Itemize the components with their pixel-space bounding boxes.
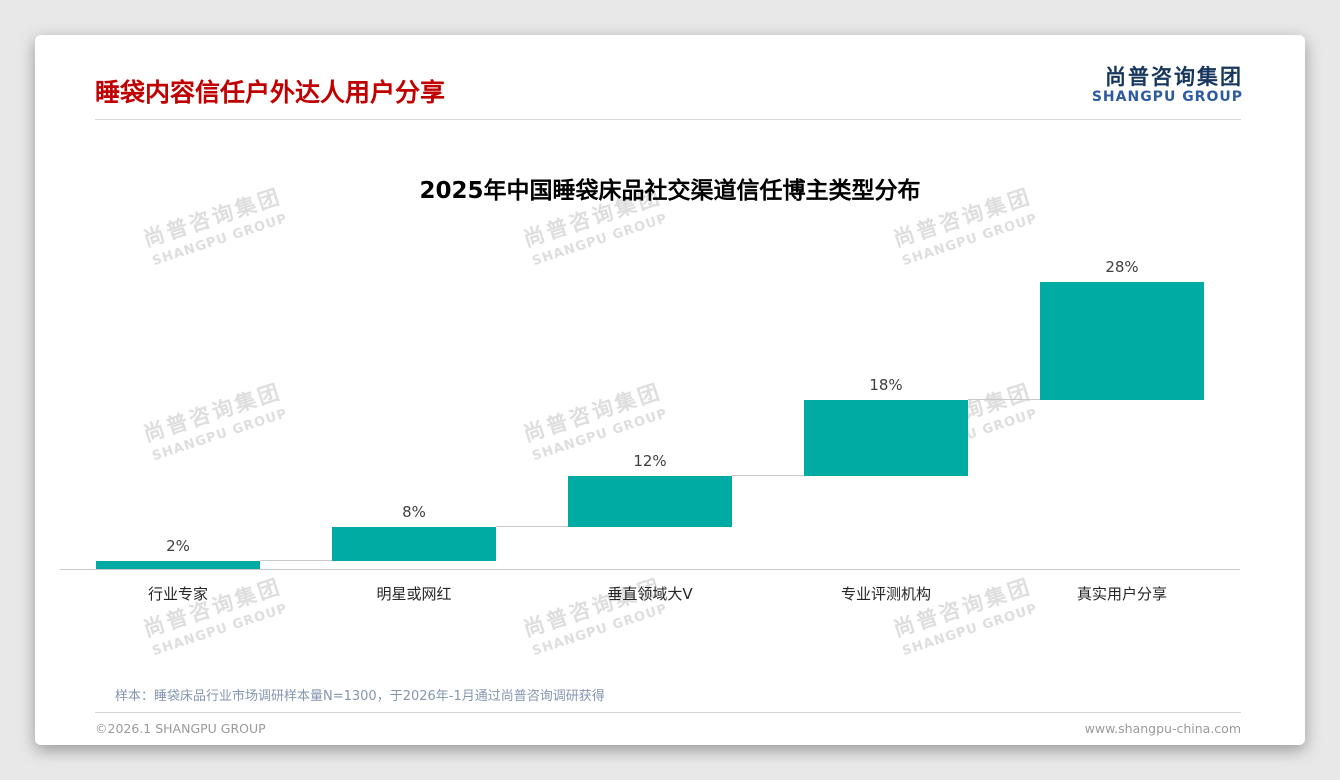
category-label: 明星或网红 [376,585,452,603]
bar-明星或网红 [332,526,496,561]
step-connector-line [968,399,1040,401]
brand-logo-cn: 尚普咨询集团 [1105,65,1243,89]
category-label: 专业评测机构 [840,585,931,603]
bar-value-label: 28% [1105,258,1139,276]
category-label: 真实用户分享 [1076,585,1167,603]
bar-垂直领域大V [568,476,732,527]
category-label: 行业专家 [147,585,208,603]
step-connector-line [496,525,568,527]
sample-note: 样本：睡袋床品行业市场调研样本量N=1300，于2026年-1月通过尚普咨询调研… [115,689,605,704]
plot-area: 2% 8% 12% 18% 28% [60,250,1240,570]
brand-logo: 尚普咨询集团 SHANGPU GROUP [1092,65,1243,105]
bar-value-label: 2% [166,536,190,555]
step-connector-line [260,559,332,561]
header-divider [95,119,1241,120]
bar-专业评测机构 [804,400,968,477]
footer-copyright: ©2026.1 SHANGPU GROUP [95,721,266,736]
bar-value-label: 12% [633,452,667,471]
report-card: 尚普咨询集团 SHANGPU GROUP 尚普咨询集团 SHANGPU GROUP 尚普… [35,35,1305,745]
brand-logo-en: SHANGPU GROUP [1091,89,1243,106]
bar-行业专家 [96,560,260,569]
bar-真实用户分享 [1040,282,1204,401]
x-axis-labels: 行业专家 明星或网红 垂直领域大V 专业评测机构 真实用户分享 [60,583,1240,604]
bar-value-label: 8% [402,502,426,521]
footer-url: www.shangpu-china.com [1084,721,1241,736]
footer: ©2026.1 SHANGPU GROUP www.shangpu-china.… [95,721,1241,736]
page-title: 睡袋内容信任户外达人用户分享 [95,78,446,107]
bar-value-label: 18% [869,376,903,395]
chart-area: 2% 8% 12% 18% 28% 行业专家 明星或网红 垂直领域大V 专业评测机构 真实用户分… [60,250,1240,604]
category-label: 垂直领域大V [607,585,693,603]
footer-divider [95,712,1241,713]
step-connector-line [732,475,804,477]
chart-title: 2025年中国睡袋床品社交渠道信任博主类型分布 [419,178,921,204]
